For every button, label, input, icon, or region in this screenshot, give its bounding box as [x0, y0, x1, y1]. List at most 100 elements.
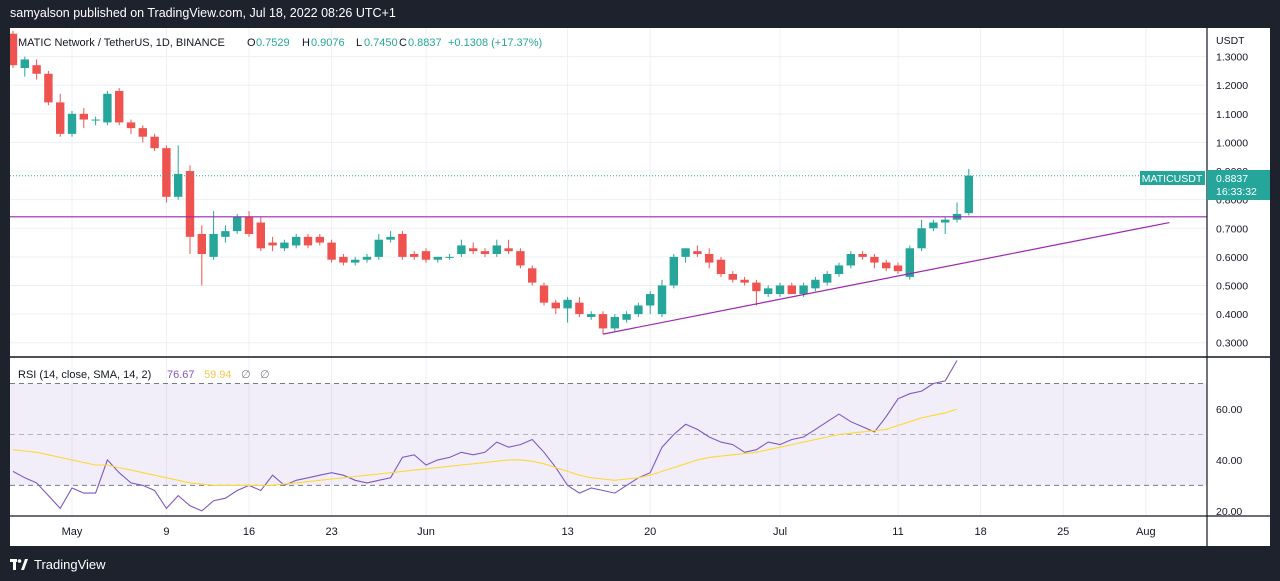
price-tag-countdown: 16:33:32 [1216, 186, 1257, 198]
candle-body [752, 282, 761, 292]
chart-canvas[interactable]: 1.30001.20001.10001.00000.90000.80000.70… [10, 28, 1270, 546]
candle-body [480, 251, 490, 255]
candle-body [811, 279, 820, 289]
legend-o-label: O [247, 37, 256, 49]
candle-body [339, 256, 348, 263]
candle-body [740, 279, 749, 283]
legend-ohlc: O 0.7529 H 0.9076 L 0.7450 C 0.8837 +0.1… [247, 37, 542, 49]
candle-body [374, 239, 383, 257]
candle-body [728, 274, 737, 280]
rsi-sma-value: 59.94 [204, 369, 232, 381]
price-tag: MATICUSDT 0.8837 16:33:32 [1140, 170, 1270, 200]
rsi-band [10, 382, 1207, 486]
published-caption: samyalson published on TradingView.com, … [10, 6, 396, 20]
candle-body [244, 216, 254, 234]
candle-body [138, 128, 147, 137]
overlays [10, 175, 1207, 335]
legend-change: +0.1308 (+17.37%) [448, 37, 542, 49]
brand[interactable]: TradingView [10, 557, 106, 572]
candle-body [315, 236, 324, 243]
candle-body [504, 248, 513, 252]
candle-body [882, 262, 891, 269]
price-tick-label: 1.1000 [1216, 109, 1248, 121]
price-tick-label: 0.5000 [1216, 280, 1248, 292]
time-tick-label: 23 [325, 526, 337, 538]
candle-body [410, 254, 419, 257]
candle-body [457, 245, 466, 255]
price-tick-label: 1.2000 [1216, 80, 1248, 92]
candle-body [421, 251, 431, 260]
candle-body [516, 251, 525, 266]
candle-body [469, 248, 478, 252]
candle-body [610, 316, 619, 329]
candle-body [67, 113, 77, 134]
candle-body [657, 285, 667, 315]
price-tick-label: 0.3000 [1216, 338, 1248, 350]
time-tick-label: May [62, 526, 83, 538]
candle-body [44, 73, 53, 103]
candle-body [10, 33, 18, 66]
candle-body [634, 305, 643, 315]
rsi-tick-label: 20.00 [1216, 506, 1242, 518]
rsi-na-2: ∅ [260, 369, 270, 381]
candle-body [941, 219, 950, 223]
time-tick-label: 25 [1057, 526, 1069, 538]
candle-body [268, 242, 277, 246]
candle-body [964, 175, 973, 214]
candle-body [917, 228, 926, 249]
candle-body [858, 254, 867, 257]
candle-body [787, 285, 796, 295]
candle-body [646, 294, 655, 306]
candle-body [681, 248, 690, 257]
candle-body [327, 242, 336, 260]
price-tick-label: 0.4000 [1216, 309, 1248, 321]
candle-body [669, 256, 678, 286]
rsi-lines [12, 360, 958, 512]
candle-body [492, 245, 501, 255]
price-tick-label: 1.0000 [1216, 137, 1248, 149]
candle-body [91, 119, 100, 121]
candle-body [398, 233, 407, 257]
candle-body [351, 259, 360, 263]
support-trendline[interactable] [602, 221, 1170, 335]
candle-body [893, 265, 903, 272]
candle-body [834, 265, 844, 275]
price-axis-currency: USDT [1216, 35, 1245, 47]
rsi-tick-label: 40.00 [1216, 455, 1242, 467]
candle-body [823, 274, 832, 283]
candle-body [433, 256, 442, 260]
candle-body [115, 90, 124, 123]
time-tick-label: 13 [561, 526, 573, 538]
rsi-legend: RSI (14, close, SMA, 14, 2) 76.67 59.94 … [18, 369, 270, 381]
legend-close: 0.8837 [408, 37, 442, 49]
candle-body [233, 216, 242, 232]
price-tick-label: 0.6000 [1216, 252, 1248, 264]
candle-body [799, 285, 808, 295]
legend-low: 0.7450 [364, 37, 398, 49]
candle-body [846, 254, 855, 266]
candle-body [221, 231, 230, 237]
candle-body [622, 314, 631, 320]
candle-body [292, 236, 301, 246]
legend-h-label: H [302, 37, 310, 49]
candle-body [103, 93, 112, 123]
grid-lines [10, 28, 1207, 516]
price-tick-label: 0.7000 [1216, 223, 1248, 235]
time-tick-label: 16 [243, 526, 255, 538]
candle-body [209, 233, 218, 257]
rsi-label: RSI (14, close, SMA, 14, 2) [18, 369, 151, 381]
rsi-na-1: ∅ [241, 369, 251, 381]
candle-body [32, 65, 41, 74]
candle-body [905, 248, 914, 277]
candle-body [126, 122, 136, 129]
candle-body [445, 256, 454, 258]
candle-body [693, 251, 702, 255]
time-tick-label: Jun [417, 526, 435, 538]
chart-frame: 1.30001.20001.10001.00000.90000.80000.70… [10, 28, 1270, 546]
time-tick-label: 20 [644, 526, 656, 538]
candle-body [587, 314, 596, 317]
candle-body [551, 302, 560, 309]
time-tick-label: 18 [974, 526, 986, 538]
tradingview-logo-icon [10, 558, 28, 571]
candle-body [870, 256, 879, 263]
